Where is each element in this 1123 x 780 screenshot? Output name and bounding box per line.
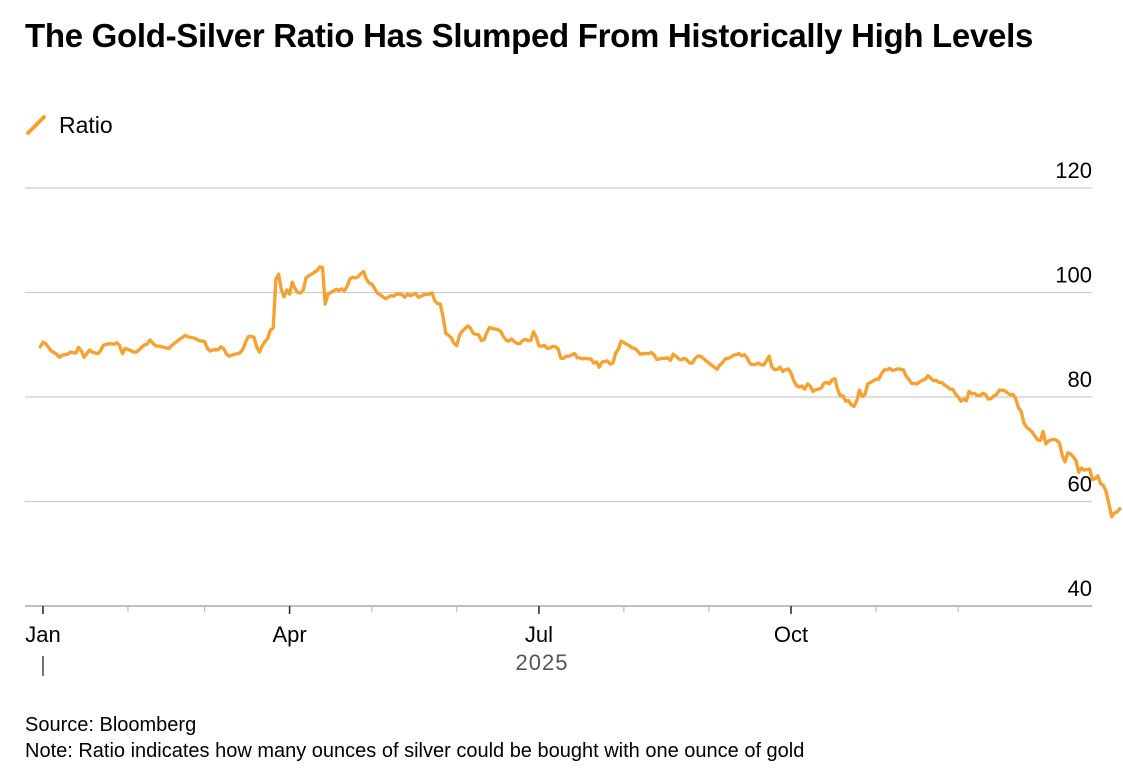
y-tick-label: 40 xyxy=(1068,576,1092,601)
x-tick-label: Apr xyxy=(272,622,306,647)
y-tick-label: 80 xyxy=(1068,367,1092,392)
footnote: Note: Ratio indicates how many ounces of… xyxy=(25,740,805,762)
y-tick-label: 120 xyxy=(1055,158,1092,183)
x-tick-label: Oct xyxy=(774,622,808,647)
y-tick-label: 100 xyxy=(1055,263,1092,288)
legend: Ratio xyxy=(25,110,113,140)
x-tick-label: Jul xyxy=(525,622,553,647)
x-tick-label: Jan xyxy=(25,622,60,647)
legend-label: Ratio xyxy=(59,111,113,138)
line-chart: 120 100 80 60 40 Jan Apr Jul Oct 2025 xyxy=(25,158,1122,676)
series-line-ratio xyxy=(38,265,1122,519)
y-tick-label: 60 xyxy=(1068,472,1092,497)
source-note: Source: Bloomberg xyxy=(25,714,197,736)
chart-title: The Gold-Silver Ratio Has Slumped From H… xyxy=(25,17,1034,54)
x-axis-year-label: 2025 xyxy=(516,650,569,675)
legend-line-icon xyxy=(26,115,46,135)
